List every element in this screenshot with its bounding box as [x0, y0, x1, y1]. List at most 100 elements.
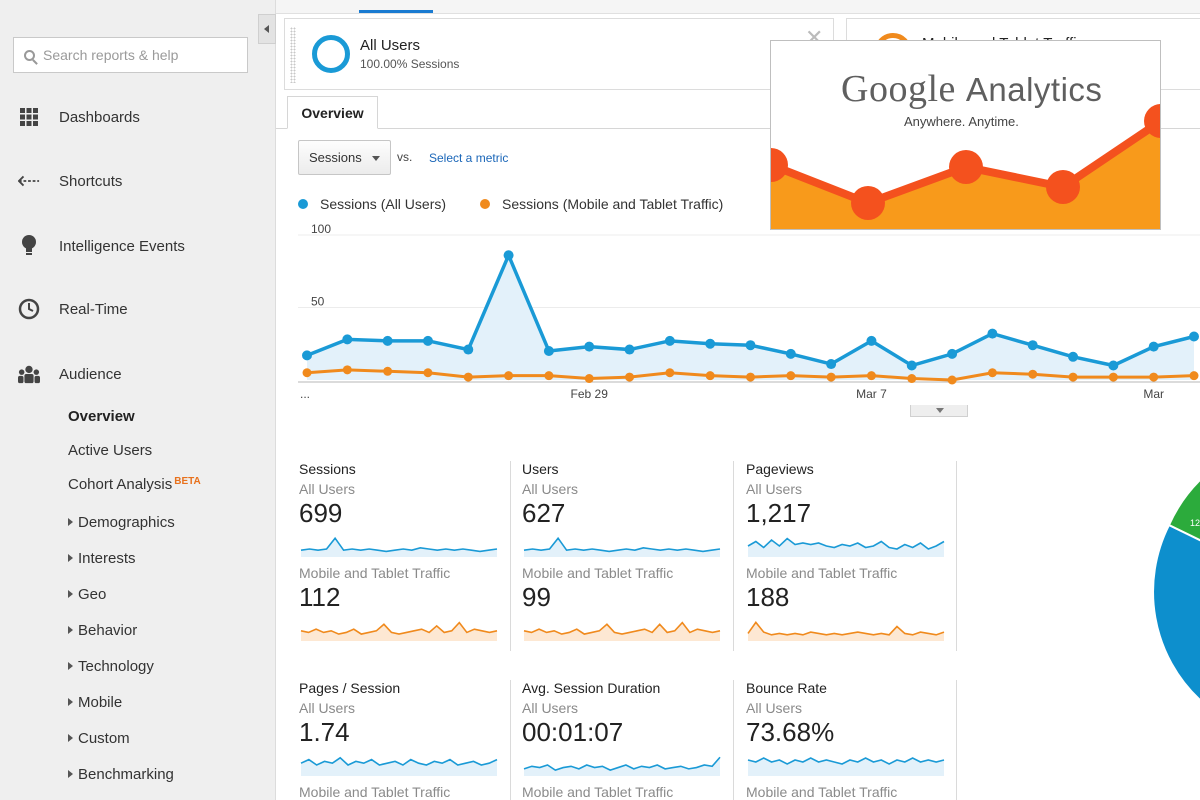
- sidebar-item-geo[interactable]: Geo: [68, 586, 106, 603]
- sparkline-area: [748, 758, 944, 776]
- data-point: [826, 372, 836, 382]
- data-point: [584, 341, 595, 352]
- data-point: [463, 344, 474, 355]
- active-tab-indicator: [359, 10, 433, 13]
- chart-expand-button[interactable]: [910, 405, 968, 417]
- lightbulb-icon: [18, 235, 40, 257]
- segment-pie-chart[interactable]: 12: [1132, 470, 1200, 710]
- sparkline-line: [747, 621, 945, 636]
- metric-tile-bounce-rate[interactable]: Bounce Rate All Users 73.68% Mobile and …: [746, 680, 956, 800]
- select-metric-link[interactable]: Select a metric: [429, 151, 509, 165]
- sidebar-item-cohort-analysis[interactable]: Cohort Analysis BETA: [68, 476, 201, 493]
- metric-tile-pageviews[interactable]: Pageviews All Users 1,217 Mobile and Tab…: [746, 461, 956, 641]
- metric-tile-sessions[interactable]: Sessions All Users 699 Mobile and Tablet…: [299, 461, 509, 641]
- segment-share: 100.00% Sessions: [360, 57, 460, 71]
- sidebar-item-demographics[interactable]: Demographics: [68, 514, 175, 531]
- google-analytics-badge: Google Analytics Anywhere. Anytime.: [770, 40, 1161, 230]
- sidebar-item-label: Custom: [78, 730, 130, 747]
- sidebar-item-shortcuts[interactable]: Shortcuts: [0, 161, 276, 201]
- sidebar-item-label: Demographics: [78, 514, 175, 531]
- sparkline-area: [748, 538, 944, 557]
- legend-item-all-users: Sessions (All Users): [298, 196, 446, 212]
- search-box[interactable]: [13, 37, 248, 73]
- sparkline-mobile: [747, 621, 945, 641]
- sparkline-line: [300, 536, 498, 553]
- sparkline-area: [524, 538, 720, 557]
- tile-title: Avg. Session Duration: [522, 680, 661, 696]
- sidebar-item-real-time[interactable]: Real-Time: [0, 289, 276, 329]
- pie-label: 12: [1190, 518, 1200, 528]
- metric-tile-pages-per-session[interactable]: Pages / Session All Users 1.74 Mobile an…: [299, 680, 509, 800]
- tile-segment: All Users: [746, 700, 803, 716]
- drag-handle-icon[interactable]: [290, 27, 296, 83]
- sidebar-item-intelligence-events[interactable]: Intelligence Events: [0, 226, 276, 266]
- sparkline-area: [524, 622, 720, 641]
- ga-badge-graphic: [771, 104, 1160, 229]
- data-point: [1068, 372, 1078, 382]
- expand-triangle-icon: [68, 770, 73, 778]
- tile-segment: Mobile and Tablet Traffic: [746, 565, 898, 581]
- sparkline-line: [300, 756, 498, 766]
- sidebar-item-mobile[interactable]: Mobile: [68, 694, 122, 711]
- sidebar-item-overview[interactable]: Overview: [68, 408, 135, 425]
- expand-triangle-icon: [68, 590, 73, 598]
- sidebar-item-label: Geo: [78, 586, 107, 603]
- ga-logo: Google Analytics: [841, 67, 1102, 111]
- tile-value: 627: [522, 498, 566, 528]
- tile-segment: All Users: [299, 481, 356, 497]
- sidebar-item-label: Intelligence Events: [59, 237, 185, 255]
- tile-value: 73.68%: [746, 717, 835, 747]
- sidebar-item-interests[interactable]: Interests: [68, 550, 136, 567]
- sidebar-item-label: Dashboards: [59, 108, 140, 126]
- tile-segment: Mobile and Tablet Traffic: [299, 565, 451, 581]
- x-tick-label: ...: [300, 387, 310, 401]
- badge-point: [771, 148, 788, 182]
- sidebar-item-behavior[interactable]: Behavior: [68, 622, 137, 639]
- segment-card-all-users[interactable]: All Users 100.00% Sessions ✕: [284, 18, 834, 90]
- sessions-line-chart[interactable]: 100 50... Feb 29 Mar 7 Mar: [298, 220, 1200, 410]
- sidebar-item-dashboards[interactable]: Dashboards: [0, 97, 276, 137]
- tile-value: 188: [746, 582, 790, 612]
- sparkline-line: [523, 621, 721, 635]
- data-point: [745, 340, 756, 351]
- metric-tile-users[interactable]: Users All Users 627 Mobile and Tablet Tr…: [522, 461, 732, 641]
- data-point: [302, 350, 312, 361]
- clock-icon: [18, 298, 40, 320]
- sparkline-all-users: [747, 757, 945, 776]
- sparkline-all-users: [523, 756, 721, 776]
- legend-dot: [298, 199, 308, 209]
- expand-triangle-icon: [68, 734, 73, 742]
- data-point: [504, 371, 514, 381]
- sidebar-item-benchmarking[interactable]: Benchmarking: [68, 766, 174, 783]
- sparkline-area: [748, 622, 944, 641]
- pie-slice-all-users: [1152, 523, 1200, 702]
- data-point: [947, 348, 958, 359]
- search-input[interactable]: [43, 47, 233, 63]
- collapse-sidebar-button[interactable]: [258, 14, 276, 44]
- sidebar-item-custom[interactable]: Custom: [68, 730, 130, 747]
- tile-segment: Mobile and Tablet Traffic: [522, 784, 674, 800]
- tile-value: 112: [299, 582, 341, 612]
- tile-title: Bounce Rate: [746, 680, 827, 696]
- tile-value: 1.74: [299, 717, 350, 747]
- sparkline-area: [301, 757, 497, 776]
- tile-value: 1,217: [746, 498, 812, 528]
- data-point: [503, 250, 514, 261]
- data-point: [947, 375, 957, 385]
- ga-logo-product: Analytics: [965, 71, 1103, 108]
- vs-label: vs.: [397, 150, 413, 164]
- sidebar-item-technology[interactable]: Technology: [68, 658, 154, 675]
- badge-point: [851, 186, 885, 220]
- expand-triangle-icon: [68, 626, 73, 634]
- data-point: [302, 368, 312, 378]
- tile-segment: All Users: [746, 481, 803, 497]
- metric-dropdown[interactable]: Sessions: [298, 140, 391, 175]
- sidebar-item-audience[interactable]: Audience: [0, 354, 276, 394]
- metric-tile-avg-session-duration[interactable]: Avg. Session Duration All Users 00:01:07…: [522, 680, 732, 800]
- data-point: [987, 328, 998, 339]
- tile-segment: Mobile and Tablet Traffic: [299, 784, 451, 800]
- tab-overview[interactable]: Overview: [287, 96, 378, 129]
- sidebar-item-active-users[interactable]: Active Users: [68, 442, 153, 459]
- y-tick-label: 100: [311, 222, 331, 236]
- data-point: [543, 346, 554, 356]
